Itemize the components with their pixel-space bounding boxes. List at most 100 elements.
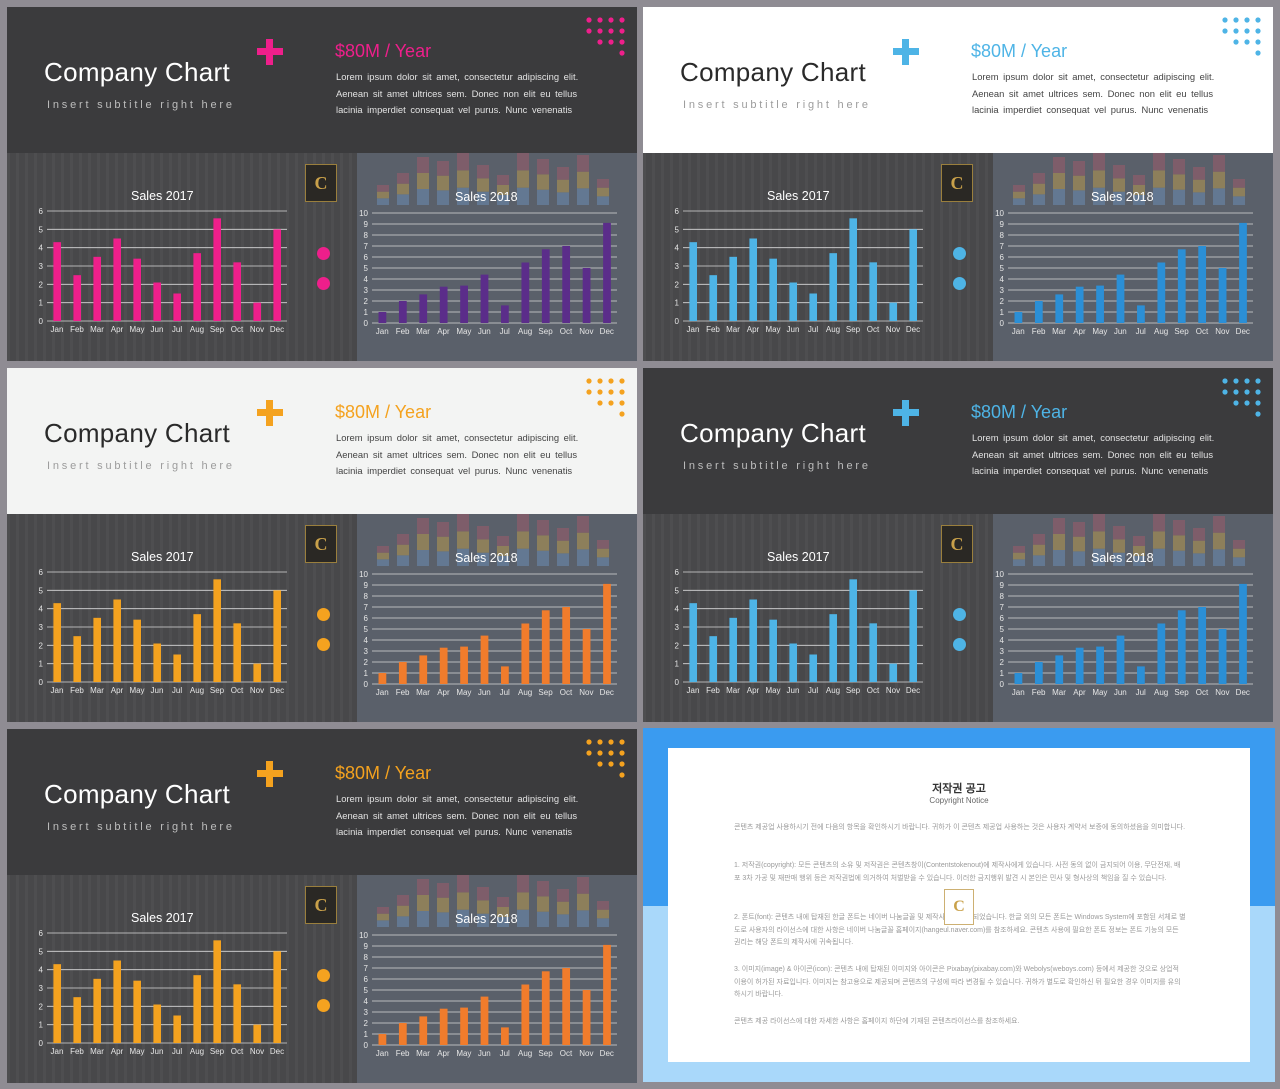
bar [1034,301,1043,323]
background-bars-decoration [1013,514,1245,566]
y-tick-label: 2 [39,280,44,289]
ghost-bar [557,889,569,902]
dot [619,739,625,745]
dot [597,28,603,34]
chart-title-2018: Sales 2018 [1091,551,1154,565]
ghost-bar [1193,179,1205,193]
bar [460,285,468,323]
bar [1218,268,1227,323]
bar [253,663,261,682]
ghost-bar [557,192,569,205]
dot [1233,28,1239,34]
ghost-bar [537,189,549,205]
x-tick-label: Apr [437,688,450,697]
x-tick-label: Aug [518,1049,532,1058]
bar [829,253,837,321]
bar [213,579,221,682]
ghost-bar [1213,516,1225,533]
ghost-bar [1133,185,1145,195]
bar [501,666,509,684]
x-tick-label: Mar [416,1049,430,1058]
ghost-bar [517,187,529,205]
ghost-bar [577,532,589,550]
y-tick-label: 3 [39,623,44,632]
y-tick-label: 4 [1000,275,1005,284]
y-tick-label: 5 [39,586,44,595]
y-tick-label: 10 [359,931,368,940]
x-tick-label: Mar [416,688,430,697]
bar [709,275,717,321]
slide-header: Company Chart Insert subtitle right here $… [7,368,637,514]
y-tick-label: 5 [675,586,680,595]
y-tick-label: 4 [675,244,680,253]
dot [586,389,592,395]
dot [619,389,625,395]
x-tick-label: Jun [1114,327,1127,336]
description: Lorem ipsum dolor sit amet, consectetur … [336,71,579,115]
ghost-bar [557,553,569,566]
bar [1096,285,1104,323]
ghost-bar [417,550,429,566]
y-tick-label: 6 [675,207,680,216]
bullet-dot [953,608,966,621]
description: Lorem ipsum dolor sit amet, consectetur … [336,432,579,476]
ghost-bar [457,892,469,910]
notice-title: 저작권 공고 [932,783,986,795]
chart-subtitle: Insert subtitle right here [47,821,235,833]
headline: $80M / Year [335,402,432,422]
ghost-bar [397,183,409,195]
x-tick-label: Jan [376,327,389,336]
dot [597,739,603,745]
ghost-bar [517,892,529,910]
dot [619,411,625,417]
dot-grid-decoration [586,739,625,778]
y-tick-label: 1 [364,1030,369,1039]
x-tick-label: Feb [706,325,720,334]
notice-paragraph: 1. 저작권(copyright): 모든 콘텐츠의 소유 및 저작권은 콘텐츠… [734,862,1181,882]
y-tick-label: 2 [364,297,369,306]
bar [1157,623,1166,684]
x-tick-label: Aug [190,325,204,334]
ghost-bar [377,907,389,914]
ghost-bar [1053,173,1065,189]
x-tick-label: Aug [1154,327,1168,336]
ghost-bar [517,548,529,566]
bar [93,617,101,682]
y-tick-label: 4 [39,966,44,975]
notice-subtitle: Copyright Notice [929,796,989,805]
chart-title-2018: Sales 2018 [455,190,518,204]
y-tick-label: 0 [364,680,369,689]
x-tick-label: Oct [231,1047,244,1056]
ghost-bar [1173,550,1185,566]
ghost-bar [517,531,529,549]
x-tick-label: Apr [437,327,450,336]
ghost-bar [1233,548,1245,558]
bar [1157,262,1166,323]
bar [113,238,121,321]
slide-body: Sales 2017 Sales 2018 0 1 2 3 4 5 6 Jan Feb Mar Apr M… [643,153,1273,361]
x-tick-label: Jan [1012,688,1025,697]
x-tick-label: Apr [437,1049,450,1058]
y-tick-label: 2 [1000,658,1005,667]
ghost-bar [1173,520,1185,536]
bar [153,282,161,321]
x-tick-label: Oct [231,686,244,695]
y-tick-label: 2 [675,280,680,289]
bar [689,603,697,682]
x-tick-label: Jul [172,325,182,334]
x-tick-label: Nov [1215,327,1229,336]
dot [1233,389,1239,395]
y-tick-label: 6 [39,929,44,938]
copyright-notice-slide: 저작권 공고 Copyright Notice 콘텐츠 제공업 사용하시기 전에… [643,728,1275,1082]
bar [253,302,261,321]
bar [233,984,241,1043]
bar [889,302,897,321]
ghost-bar [517,875,529,893]
bar [193,614,201,682]
dot [608,378,614,384]
dot [1244,39,1250,45]
ghost-bar [477,191,489,205]
ghost-bar [497,556,509,566]
x-tick-label: Oct [867,325,880,334]
ghost-bar [377,913,389,921]
